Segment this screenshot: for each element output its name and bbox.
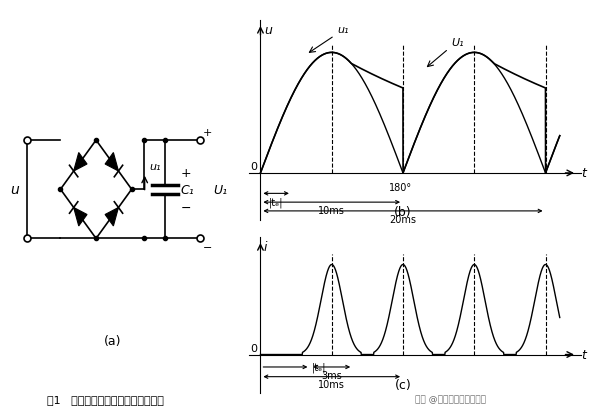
Text: 10ms: 10ms	[318, 380, 345, 389]
Text: 头条 @深圳汇热电磁加热器: 头条 @深圳汇热电磁加热器	[415, 394, 486, 403]
Text: +: +	[180, 167, 191, 180]
Text: 180°: 180°	[388, 183, 412, 193]
Text: (a): (a)	[104, 334, 122, 347]
Text: |tₑ|: |tₑ|	[312, 362, 326, 372]
Polygon shape	[105, 153, 119, 172]
Text: 3ms: 3ms	[321, 370, 342, 380]
Text: u₁: u₁	[149, 162, 161, 172]
Text: +: +	[203, 128, 212, 137]
Text: |tₑ|: |tₑ|	[269, 197, 283, 207]
Text: C₁: C₁	[180, 183, 194, 196]
Text: −: −	[203, 242, 212, 252]
Text: 20ms: 20ms	[390, 214, 416, 224]
Text: t: t	[581, 167, 586, 180]
Text: −: −	[180, 201, 191, 214]
Polygon shape	[74, 153, 87, 172]
Text: 0: 0	[250, 162, 257, 172]
Text: 图1   整流滤波电压及整流电流的波形: 图1 整流滤波电压及整流电流的波形	[47, 394, 164, 404]
Text: t: t	[581, 348, 586, 361]
Text: u: u	[10, 183, 18, 197]
Text: (b): (b)	[394, 206, 412, 219]
Text: (c): (c)	[394, 378, 412, 391]
Text: U₁: U₁	[451, 38, 464, 48]
Polygon shape	[105, 208, 119, 227]
Text: U₁: U₁	[213, 183, 228, 196]
Text: 0: 0	[250, 343, 257, 353]
Polygon shape	[74, 208, 87, 227]
Text: i: i	[264, 240, 267, 254]
Text: u₁: u₁	[337, 25, 349, 35]
Text: 10ms: 10ms	[318, 206, 345, 216]
Text: u: u	[264, 24, 272, 37]
